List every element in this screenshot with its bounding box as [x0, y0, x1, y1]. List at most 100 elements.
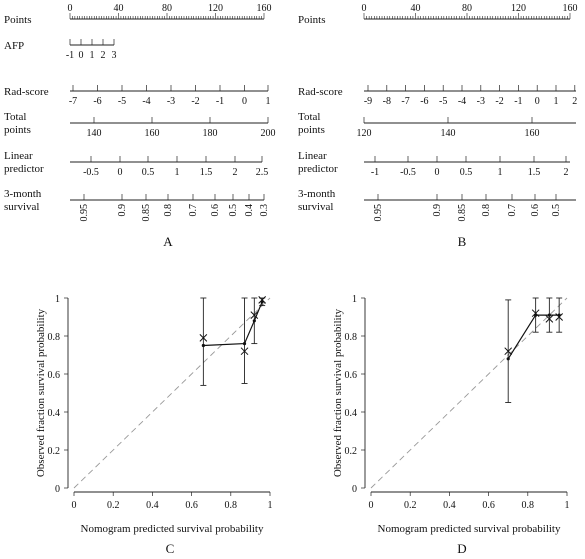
tick-label: 160	[525, 128, 540, 139]
row-label: points	[4, 124, 31, 136]
tick-label: 1	[498, 167, 503, 178]
tick-label: 0	[79, 50, 84, 61]
nomogramB-row: Rad-score -9 -8 -7 -6 -5 -4 -3 -2 -1 0 1 2	[298, 85, 577, 107]
calibration-plot-C: 0 0.2 0.4 0.6 0.8 1 0 0.2 0.4 0.6 0.8 1 Nomogram pre…	[35, 294, 273, 556]
tick-label: 0.85	[457, 204, 468, 222]
tick-label: 0.5	[142, 167, 155, 178]
tick-label: 0.6	[530, 204, 541, 217]
x-tick-label: 0	[72, 500, 77, 511]
tick-label: 0.95	[79, 204, 90, 222]
x-axis-title: Nomogram predicted survival probability	[81, 523, 264, 535]
tick-label: -0.5	[83, 167, 99, 178]
tick-label: 80	[162, 3, 172, 14]
tick-label: -6	[93, 96, 101, 107]
tick-label: 1.5	[200, 167, 213, 178]
tick-label: 0.6	[210, 204, 221, 217]
y-tick-label: 0.8	[48, 332, 61, 343]
cross-marker	[258, 296, 267, 304]
tick-label: 0	[435, 167, 440, 178]
tick-label: 0.5	[551, 204, 562, 217]
row-label: Total	[4, 111, 26, 123]
tick-label: 160	[563, 3, 578, 14]
panel-label: C	[166, 541, 175, 556]
tick-label: -7	[69, 96, 77, 107]
tick-label: 80	[462, 3, 472, 14]
tick-label: 120	[208, 3, 223, 14]
y-axis-title: Observed fraction survival probability	[332, 308, 344, 477]
cross-marker	[555, 313, 564, 321]
row-label: Rad-score	[4, 86, 49, 98]
calibration-plot-D: 0 0.2 0.4 0.6 0.8 1 0 0.2 0.4 0.6 0.8 1 Nomogram pre…	[332, 294, 570, 556]
tick-label: 160	[145, 128, 160, 139]
tick-label: -3	[167, 96, 175, 107]
cross-marker	[250, 311, 259, 319]
tick-label: 0.7	[188, 204, 199, 217]
tick-label: 0	[362, 3, 367, 14]
row-label: 3-month	[298, 188, 336, 200]
nomogramB-row: Points 0 40 80 120 160	[298, 3, 578, 26]
cross-marker	[531, 309, 540, 318]
tick-label: -1	[514, 96, 522, 107]
tick-label: -3	[477, 96, 485, 107]
tick-label: 0.5	[460, 167, 473, 178]
row-label: Points	[4, 14, 32, 26]
y-tick-label: 1	[55, 294, 60, 305]
y-axis-title: Observed fraction survival probability	[35, 308, 47, 477]
tick-label: 0	[242, 96, 247, 107]
tick-label: -5	[439, 96, 447, 107]
x-tick-label: 1	[268, 500, 273, 511]
tick-label: 0.85	[141, 204, 152, 222]
tick-label: 140	[87, 128, 102, 139]
tick-label: 0.4	[244, 204, 255, 217]
tick-label: -1	[66, 50, 74, 61]
row-label: survival	[4, 201, 39, 213]
panel-label: A	[163, 234, 173, 249]
tick-label: 1	[554, 96, 559, 107]
tick-label: -0.5	[400, 167, 416, 178]
y-tick-label: 0	[352, 484, 357, 495]
x-tick-label: 0.6	[185, 500, 198, 511]
cross-marker	[240, 347, 249, 356]
calibration-line	[203, 301, 263, 347]
data-point	[506, 357, 510, 361]
tick-label: 160	[257, 3, 272, 14]
x-tick-label: 0.2	[107, 500, 120, 511]
tick-label: 0.5	[228, 204, 239, 217]
tick-label: 0.8	[481, 204, 492, 217]
tick-label: 0.7	[507, 204, 518, 217]
tick-label: -2	[495, 96, 503, 107]
x-tick-label: 0.4	[146, 500, 159, 511]
y-tick-label: 0.6	[48, 370, 61, 381]
row-label: survival	[298, 201, 333, 213]
row-label: Points	[298, 14, 326, 26]
tick-label: 0	[118, 167, 123, 178]
y-tick-label: 0.8	[345, 332, 358, 343]
tick-label: 0.9	[117, 204, 128, 217]
tick-label: -1	[371, 167, 379, 178]
tick-label: -6	[420, 96, 428, 107]
tick-label: -7	[401, 96, 409, 107]
y-tick-label: 0.4	[345, 408, 358, 419]
panel-label: D	[457, 541, 466, 556]
tick-label: -4	[142, 96, 150, 107]
reference-diagonal	[73, 297, 271, 489]
tick-label: 2.5	[256, 167, 269, 178]
row-label: Linear	[4, 150, 33, 162]
tick-label: 40	[411, 3, 421, 14]
tick-label: 1	[266, 96, 271, 107]
row-label: predictor	[4, 163, 44, 175]
nomogramA-row: AFP -1 0 1 2 3	[4, 39, 117, 61]
nomogramA-row: Rad-score -7 -6 -5 -4 -3 -2 -1 0 1	[4, 85, 271, 107]
y-tick-label: 0.2	[48, 446, 61, 457]
x-tick-label: 0	[369, 500, 374, 511]
nomogramA-row: Points 0 40 80 120 160	[4, 3, 272, 26]
cross-marker	[504, 347, 513, 356]
row-label: Linear	[298, 150, 327, 162]
tick-label: -1	[216, 96, 224, 107]
data-point	[201, 343, 205, 348]
